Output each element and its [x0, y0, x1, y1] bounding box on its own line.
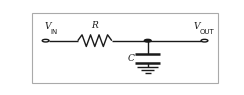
Text: R: R: [92, 21, 98, 30]
Text: V: V: [193, 22, 200, 31]
Text: C: C: [127, 54, 134, 63]
Text: IN: IN: [50, 29, 58, 35]
Text: V: V: [45, 22, 51, 31]
Circle shape: [144, 39, 151, 42]
Text: OUT: OUT: [199, 29, 214, 35]
